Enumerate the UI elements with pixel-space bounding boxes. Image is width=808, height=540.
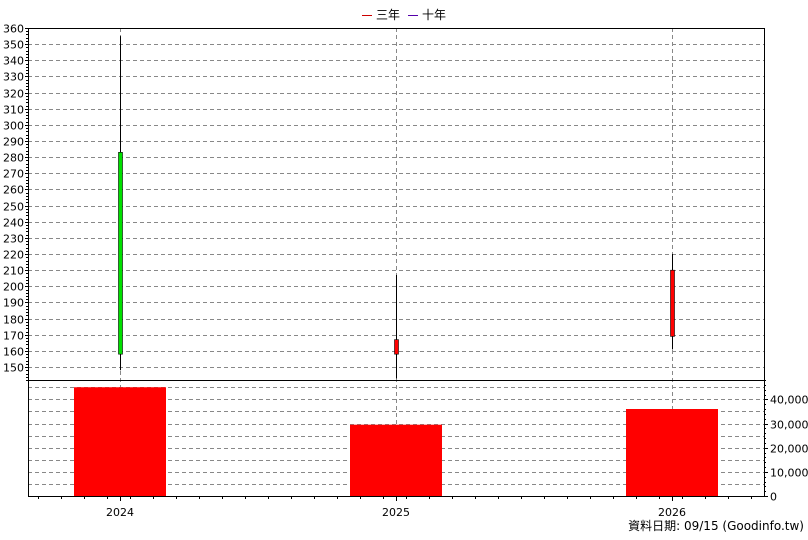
volume-tick-label: 20,000 [770, 443, 808, 456]
legend-label: 十年 [422, 8, 446, 22]
volume-tick-label: 40,000 [770, 394, 808, 407]
volume-tick-label: 30,000 [770, 419, 808, 432]
price-tick-label: 180 [3, 314, 24, 327]
price-tick-label: 190 [3, 297, 24, 310]
data-date-footer: 資料日期: 09/15 (Goodinfo.tw) [628, 519, 804, 533]
volume-tick-label: 10,000 [770, 467, 808, 480]
legend: 三年 十年 [362, 8, 446, 22]
x-tick-label: 2025 [382, 506, 410, 519]
price-tick-label: 300 [3, 120, 24, 133]
price-tick-label: 360 [3, 23, 24, 36]
price-tick-label: 290 [3, 136, 24, 149]
volume-bar [626, 409, 718, 496]
volume-tick-label: 0 [770, 491, 777, 504]
candle-body [118, 152, 123, 355]
chart-axes: 150 160 170 180 190 200 210 220 230 240 250 260 270 2… [3, 23, 808, 520]
price-tick-label: 210 [3, 265, 24, 278]
volume-bar [350, 424, 442, 496]
price-tick-label: 330 [3, 71, 24, 84]
price-tick-label: 340 [3, 55, 24, 68]
volume-bar [74, 387, 166, 496]
chart-marks [74, 36, 718, 496]
x-tick-label: 2026 [658, 506, 686, 519]
price-tick-label: 150 [3, 362, 24, 375]
price-tick-label: 270 [3, 168, 24, 181]
price-tick-label: 170 [3, 330, 24, 343]
price-tick-label: 220 [3, 249, 24, 262]
price-tick-label: 350 [3, 39, 24, 52]
price-tick-label: 280 [3, 152, 24, 165]
price-tick-label: 310 [3, 104, 24, 117]
price-tick-label: 320 [3, 88, 24, 101]
price-tick-label: 230 [3, 233, 24, 246]
price-tick-label: 160 [3, 346, 24, 359]
price-panel-frame [28, 28, 765, 381]
x-tick-label: 2024 [106, 506, 134, 519]
price-tick-label: 200 [3, 281, 24, 294]
candle-body [394, 339, 399, 355]
price-tick-label: 260 [3, 184, 24, 197]
price-tick-label: 250 [3, 201, 24, 214]
legend-label: 三年 [376, 8, 400, 22]
price-tick-label: 240 [3, 217, 24, 230]
candle-body [670, 269, 675, 337]
